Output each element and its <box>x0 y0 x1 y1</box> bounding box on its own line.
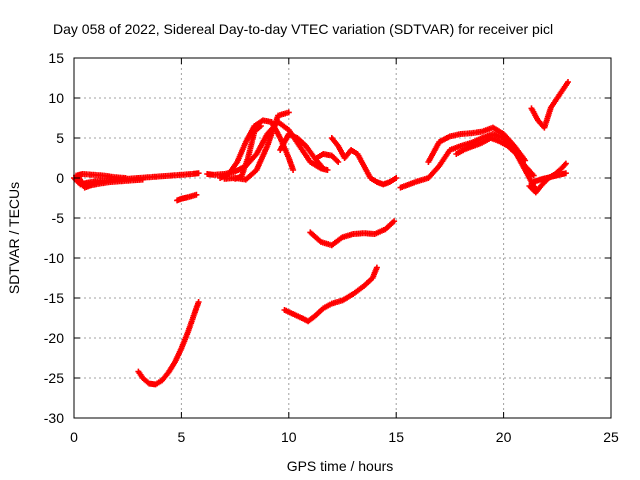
x-tick-label: 5 <box>178 429 186 445</box>
series-markers <box>528 79 571 131</box>
y-tick-label: -10 <box>44 250 64 266</box>
series-markers <box>232 123 264 182</box>
series-arc-k <box>328 135 400 188</box>
x-tick-label: 0 <box>70 429 78 445</box>
series-markers <box>277 131 327 172</box>
series-arc-n <box>281 264 380 325</box>
series-markers <box>307 218 398 249</box>
series-arc-s <box>530 170 569 185</box>
y-tick-label: 15 <box>48 50 64 66</box>
y-tick-label: -30 <box>44 410 64 426</box>
y-tick-label: 0 <box>56 170 64 186</box>
x-tick-label: 15 <box>388 429 404 445</box>
x-axis-label: GPS time / hours <box>287 458 394 474</box>
series-markers <box>425 124 529 165</box>
y-tick-label: 10 <box>48 90 64 106</box>
series-arc-q <box>453 135 537 179</box>
series-markers <box>135 299 202 388</box>
x-tick-label: 20 <box>496 429 512 445</box>
chart-title: Day 058 of 2022, Sidereal Day-to-day VTE… <box>53 21 553 37</box>
series-markers <box>328 135 400 188</box>
series-arc-d <box>174 191 200 204</box>
ticks-layer: 0 5 10 15 20 25 -30 -25 -20 -15 -10 -5 0 5 10 15 <box>44 50 619 445</box>
x-tick-label: 10 <box>281 429 297 445</box>
series-arc-i <box>232 123 264 182</box>
series-markers <box>313 151 342 165</box>
series-arc-e <box>135 299 202 388</box>
series-markers <box>530 170 569 185</box>
series-markers <box>281 264 380 325</box>
series-markers <box>174 191 200 204</box>
series-arc-j <box>277 131 327 172</box>
series-arc-p <box>425 124 529 165</box>
series-arc-t <box>528 79 571 131</box>
plot-frame <box>73 57 612 419</box>
grid-layer <box>74 58 611 418</box>
y-tick-label: -25 <box>44 370 64 386</box>
series-arc-m <box>307 218 398 249</box>
y-tick-label: -15 <box>44 290 64 306</box>
x-tick-label: 25 <box>603 429 619 445</box>
y-tick-label: -20 <box>44 330 64 346</box>
series-markers <box>73 171 129 181</box>
y-tick-label: -5 <box>52 210 65 226</box>
series-arc-c <box>73 171 129 181</box>
series-markers <box>453 135 537 179</box>
y-tick-label: 5 <box>56 130 64 146</box>
series-arc-l <box>313 151 342 165</box>
data-points-layer <box>71 79 571 388</box>
y-axis-label: SDTVAR / TECUs <box>6 182 22 294</box>
